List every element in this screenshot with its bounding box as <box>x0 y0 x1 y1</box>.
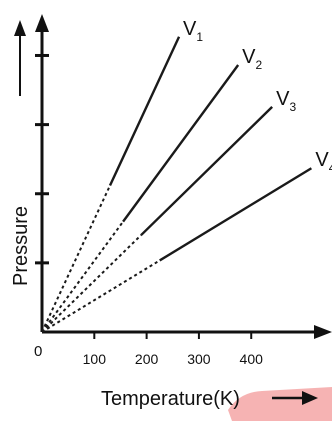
series-label-v1: V1 <box>183 18 203 44</box>
series-label-subscript: 3 <box>289 100 296 114</box>
x-axis-arrowhead <box>314 325 332 339</box>
series-label-subscript: 2 <box>255 58 262 72</box>
labels-layer: 100 200 300 400 V1 V2 V3 V4 <box>83 18 332 367</box>
series-line-dashed <box>41 234 143 333</box>
x-tick-label: 200 <box>135 351 159 367</box>
series-label-subscript: 1 <box>196 30 203 44</box>
series-line-solid <box>140 106 273 236</box>
x-axis-ticks <box>93 332 253 339</box>
series-label-v4: V4 <box>315 149 332 175</box>
y-axis-label: Pressure <box>10 206 32 286</box>
y-label-arrowhead <box>14 20 26 36</box>
series-label-v3: V3 <box>276 88 296 114</box>
corner-accent <box>228 387 332 421</box>
series-line-solid <box>159 167 313 262</box>
series-label-v2: V2 <box>242 46 262 72</box>
series-line-dashed <box>41 221 124 333</box>
series-line-dashed <box>41 185 111 333</box>
x-tick-label: 400 <box>240 351 264 367</box>
x-tick-label: 100 <box>83 351 107 367</box>
x-tick-label: 300 <box>187 351 211 367</box>
origin-label: 0 <box>34 343 42 360</box>
series-line-solid <box>108 36 181 187</box>
x-axis-label: Temperature(K) <box>101 388 240 410</box>
y-axis-arrowhead <box>35 14 49 32</box>
series-label-subscript: 4 <box>329 161 332 175</box>
series-line-solid <box>122 64 240 223</box>
y-axis-ticks <box>35 53 49 265</box>
series-layer <box>41 36 313 333</box>
series-line-dashed <box>41 259 161 333</box>
x-label-arrowhead <box>302 391 318 405</box>
